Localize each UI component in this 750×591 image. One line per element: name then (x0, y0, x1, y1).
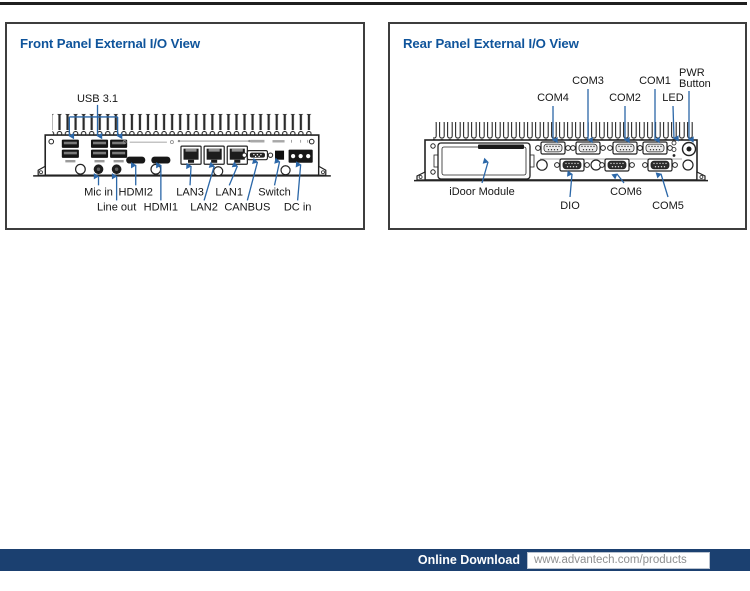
leader-lines-rear (481, 89, 694, 198)
hdmi1-port (151, 156, 171, 164)
dio-port (553, 158, 591, 172)
front-hole-2 (150, 163, 162, 175)
front-hole-1 (74, 163, 86, 175)
pwr-button (681, 141, 697, 157)
com1-port (636, 141, 674, 155)
front-hole-4 (280, 165, 291, 176)
rear-hole-1 (536, 159, 548, 171)
pwr-label-line1: PWR (679, 67, 705, 79)
leader-lines-front (68, 104, 302, 201)
com4-port (534, 141, 572, 155)
line-out-jack-pin (114, 167, 119, 171)
com6-port (598, 158, 636, 172)
top-rule (0, 2, 747, 5)
mic-in-label: Mic in (84, 186, 113, 198)
idoor-module-label: iDoor Module (449, 186, 514, 198)
com6-label: COM6 (610, 186, 642, 198)
online-download-label: Online Download (417, 553, 520, 567)
switch-label: Switch (258, 186, 291, 198)
com1-label: COM1 (639, 75, 671, 87)
hdmi1-label: HDMI1 (144, 201, 178, 213)
lan3-label: LAN3 (176, 186, 204, 198)
com2-label: COM2 (609, 92, 641, 104)
led-indicators (671, 140, 677, 157)
front-device-diagram: USB 3.1 Mic in HDMI2 LAN3 LAN1 Switch Li… (33, 93, 331, 213)
download-url[interactable]: www.advantech.com/products (534, 554, 687, 566)
hdmi2-label: HDMI2 (119, 186, 153, 198)
download-url-box[interactable]: www.advantech.com/products (527, 551, 710, 569)
lan3-port (180, 145, 202, 165)
idoor-module-slot (433, 142, 535, 180)
com5-label: COM5 (652, 200, 684, 212)
dc-in-port (288, 149, 313, 163)
dc-in-label: DC in (284, 201, 312, 213)
mic-in-jack-pin (96, 167, 101, 171)
lan2-label: LAN2 (190, 201, 218, 213)
front-panel-title: Front Panel External I/O View (20, 36, 201, 51)
com3-label: COM3 (572, 75, 604, 87)
front-hole-3 (213, 166, 224, 177)
com4-label: COM4 (537, 92, 569, 104)
usb31-label: USB 3.1 (77, 93, 118, 105)
com5-port (641, 158, 679, 172)
canbus-label: CANBUS (224, 201, 270, 213)
footer-bar: Online Download www.advantech.com/produc… (0, 549, 750, 571)
hdmi2-port (126, 156, 146, 164)
led-label: LED (662, 92, 683, 104)
lan1-label: LAN1 (215, 186, 243, 198)
rear-hole-3 (682, 159, 694, 171)
rear-panel-section: Rear Panel External I/O View (388, 22, 747, 230)
canbus-port (241, 150, 274, 161)
panel-markings (122, 139, 309, 145)
com3-port (569, 141, 607, 155)
dio-label: DIO (560, 200, 580, 212)
lan2-port (203, 145, 225, 165)
rear-panel-title: Rear Panel External I/O View (403, 36, 579, 51)
rear-device-diagram: COM3 COM1 PWR Button COM4 COM2 LED iDoor… (414, 67, 711, 212)
pwr-label-line2: Button (679, 78, 711, 90)
switch-port (275, 150, 285, 160)
line-out-label: Line out (97, 201, 136, 213)
front-panel-section: Front Panel External I/O View (5, 22, 365, 230)
